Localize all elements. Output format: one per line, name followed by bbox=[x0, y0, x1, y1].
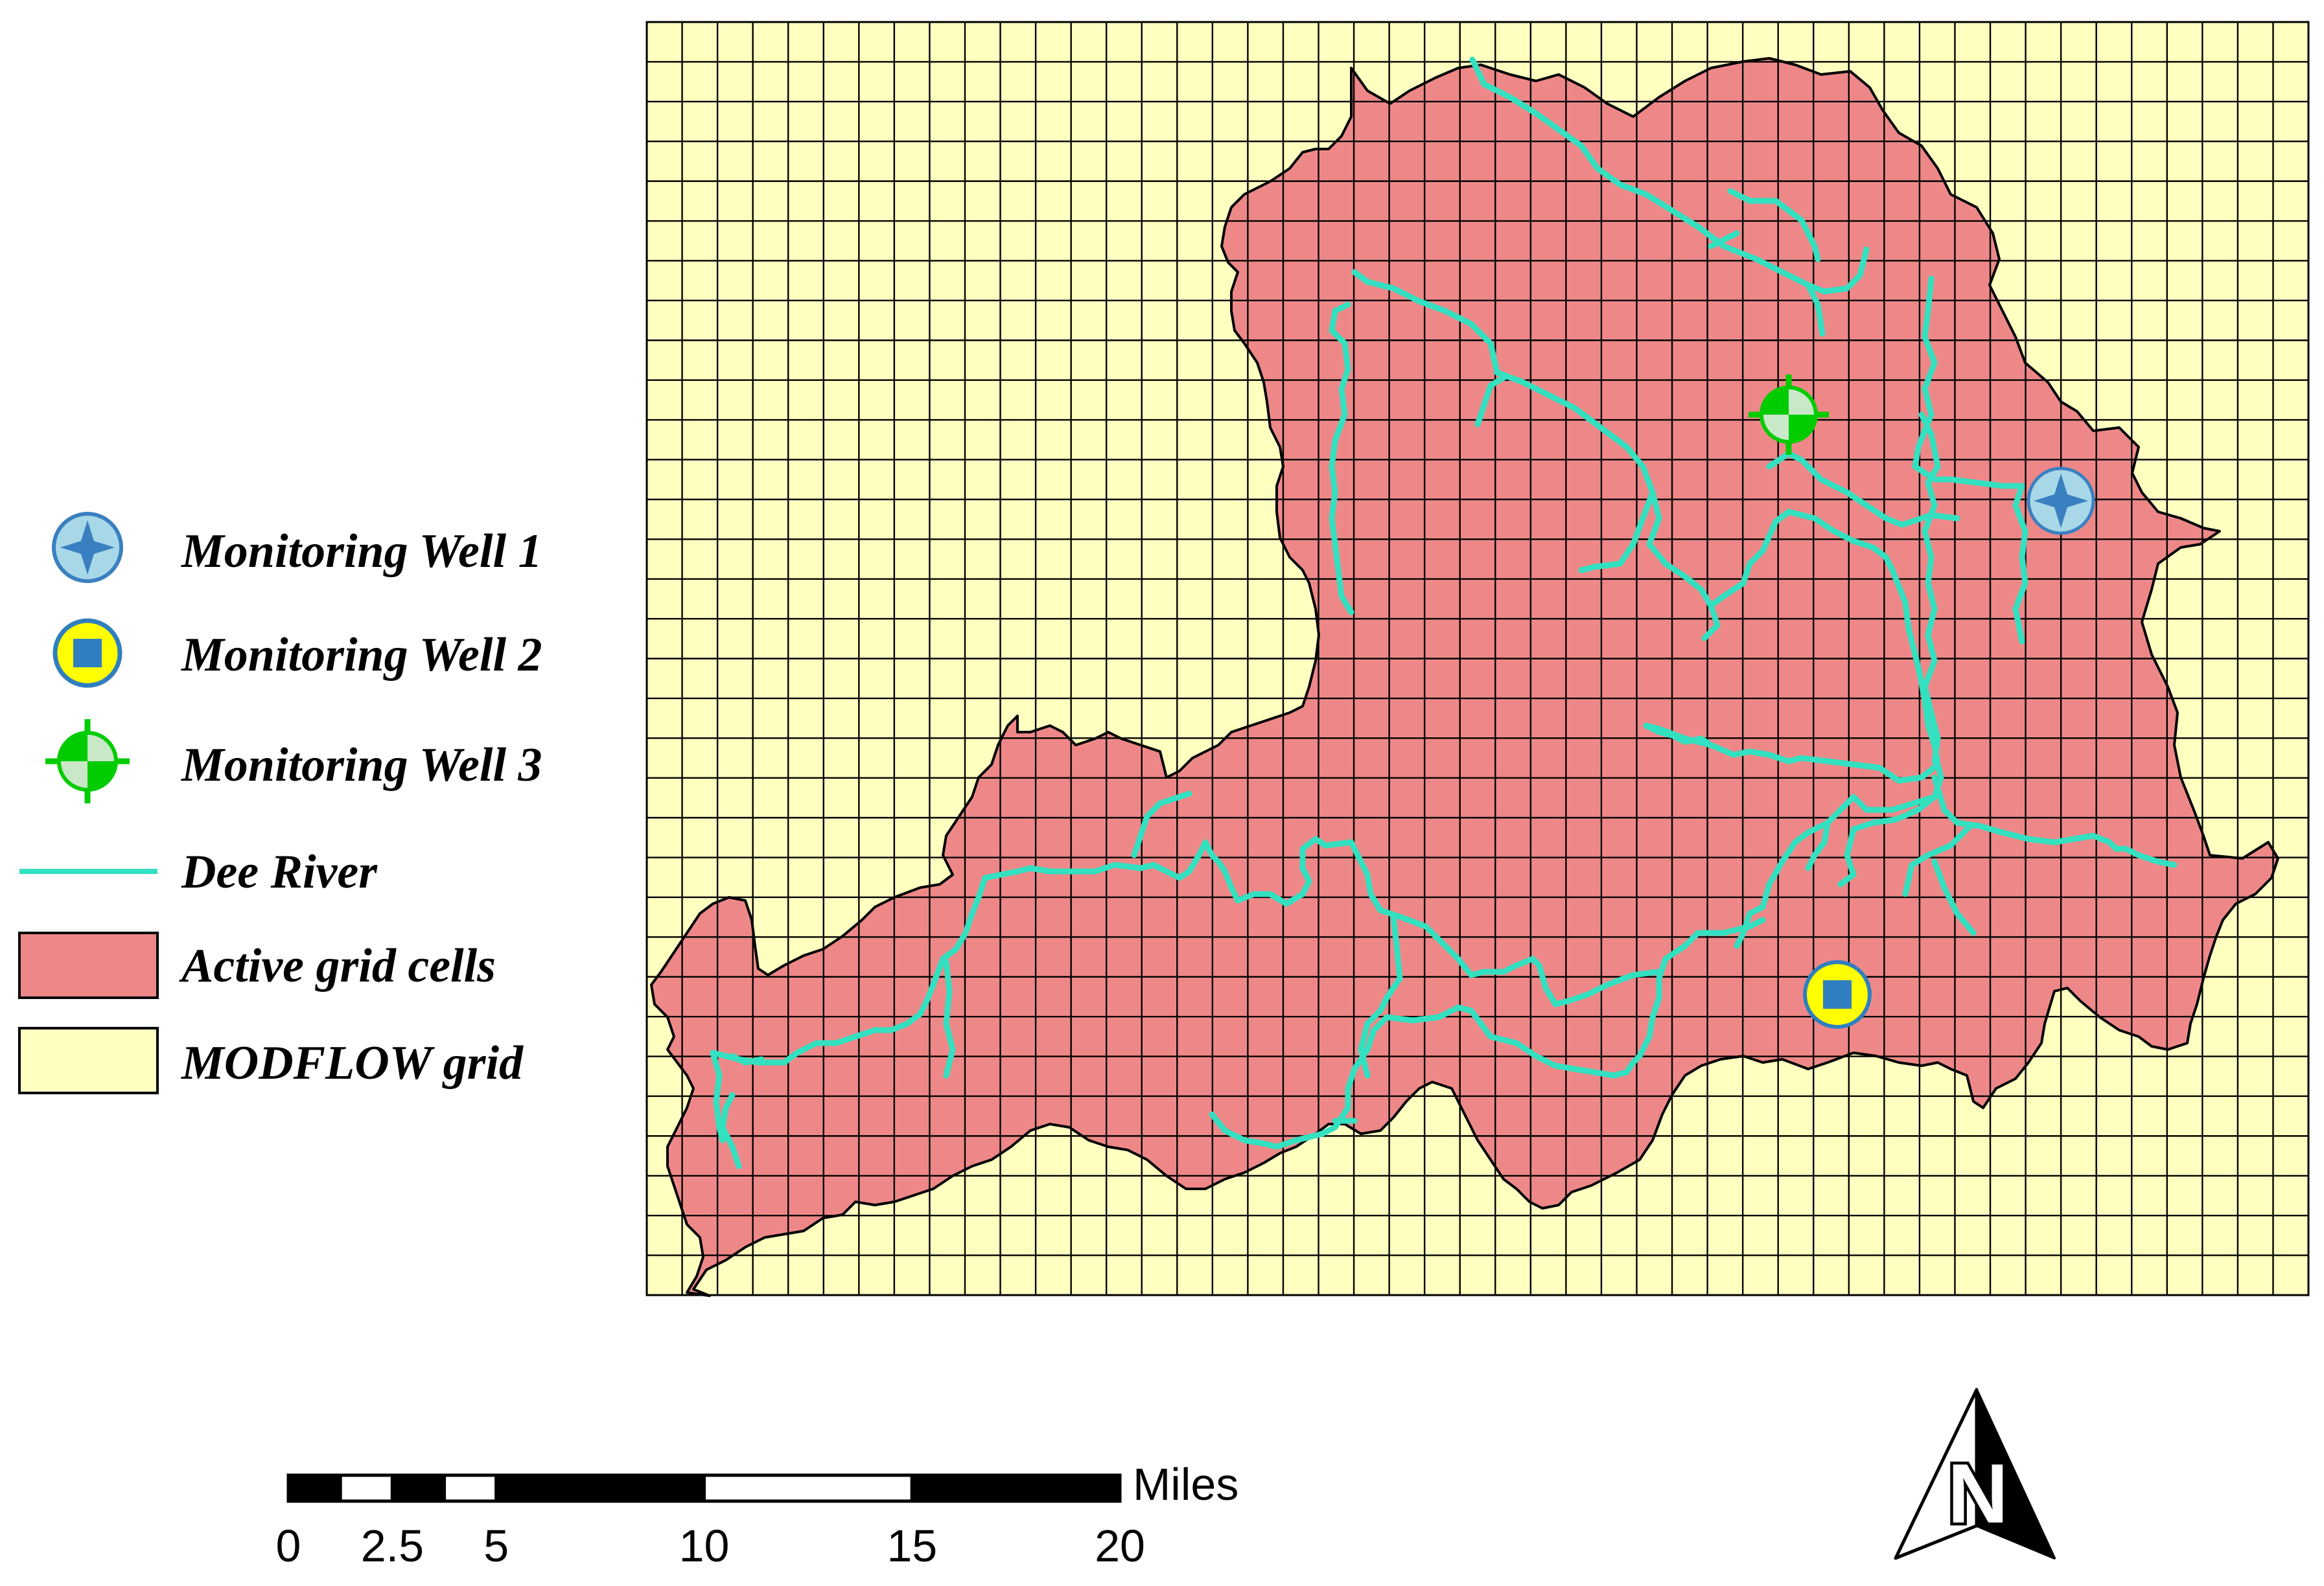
scale-bar-segment bbox=[338, 1473, 394, 1503]
scale-bar-tick-label: 2.5 bbox=[361, 1521, 424, 1571]
map-legend: Monitoring Well 1 Monitoring Well 2 Moni… bbox=[18, 512, 542, 1094]
scale-bar-tick-label: 5 bbox=[483, 1521, 509, 1571]
modflow-grid-lines bbox=[647, 22, 2308, 1295]
north-arrow-label: N bbox=[1947, 1446, 2008, 1541]
legend-label-well3: Monitoring Well 3 bbox=[181, 739, 542, 792]
dee-river bbox=[710, 56, 2178, 1169]
scale-bar-tick-label: 10 bbox=[679, 1521, 730, 1571]
star-circle-icon bbox=[52, 512, 123, 583]
river-segment bbox=[1469, 56, 1826, 337]
scale-bar: 0 2.5 5 10 15 20 Miles bbox=[276, 1459, 1239, 1571]
scale-bar-segment bbox=[286, 1473, 342, 1503]
river-segment bbox=[729, 1053, 765, 1066]
river-segment bbox=[1351, 269, 1721, 641]
river-segment bbox=[1766, 450, 1960, 528]
crosshair-circle-icon bbox=[45, 719, 130, 803]
scale-bar-segment bbox=[390, 1473, 447, 1503]
modflow-grid-border bbox=[645, 21, 2310, 1296]
river-segment bbox=[1805, 246, 1870, 295]
river-segment bbox=[2012, 483, 2028, 645]
river-segment bbox=[1902, 823, 1973, 897]
river-segment bbox=[1805, 820, 1831, 871]
scale-bar-segment bbox=[494, 1473, 706, 1503]
scale-bar-segments bbox=[286, 1473, 1122, 1503]
legend-label-grid: MODFLOW grid bbox=[181, 1037, 524, 1090]
scale-bar-tick-labels: 0 2.5 5 10 15 20 bbox=[276, 1521, 1145, 1571]
scale-bar-segment bbox=[703, 1473, 914, 1503]
scale-bar-tick-label: 15 bbox=[887, 1521, 937, 1571]
red-box-icon bbox=[18, 932, 159, 999]
legend-label-well2: Monitoring Well 2 bbox=[181, 628, 542, 682]
river-segment bbox=[1358, 914, 1403, 1079]
scale-bar-tick-label: 0 bbox=[276, 1521, 301, 1571]
river-segment bbox=[719, 1092, 742, 1169]
river-segment bbox=[1912, 275, 2025, 489]
river-segment bbox=[1918, 411, 1941, 764]
river-segment bbox=[710, 1050, 726, 1144]
legend-label-river: Dee River bbox=[181, 845, 378, 899]
river-segment bbox=[710, 836, 1662, 1066]
river-segment bbox=[1630, 917, 1766, 1066]
square-circle-icon bbox=[52, 618, 122, 688]
yellow-box-icon bbox=[18, 1027, 159, 1094]
monitoring-well-1-marker bbox=[2027, 466, 2095, 535]
river-segment bbox=[1578, 489, 1656, 573]
scale-bar-tick-label: 20 bbox=[1095, 1521, 1145, 1571]
river-segment bbox=[1643, 509, 1941, 784]
river-segment bbox=[1708, 230, 1740, 249]
monitoring-well-3-marker bbox=[1749, 374, 1829, 455]
river-segment bbox=[1734, 794, 1938, 949]
north-arrow: N bbox=[1894, 1388, 2056, 1560]
scale-bar-segment bbox=[443, 1473, 498, 1503]
scale-bar-unit: Miles bbox=[1133, 1459, 1238, 1510]
river-segment bbox=[1931, 774, 2178, 868]
river-segment bbox=[943, 959, 956, 1079]
river-segment bbox=[1643, 722, 1714, 748]
river-segment bbox=[1209, 1004, 1636, 1150]
scale-bar-segment bbox=[910, 1473, 1122, 1503]
river-segment bbox=[1474, 373, 1510, 428]
river-segment bbox=[1329, 301, 1354, 615]
river-segment bbox=[1931, 858, 1977, 936]
monitoring-well-2-marker bbox=[1803, 960, 1872, 1029]
river-segment bbox=[1131, 790, 1192, 858]
river-segment bbox=[1727, 188, 1821, 262]
legend-label-active: Active grid cells bbox=[179, 939, 496, 993]
legend-label-well1: Monitoring Well 1 bbox=[181, 525, 542, 578]
